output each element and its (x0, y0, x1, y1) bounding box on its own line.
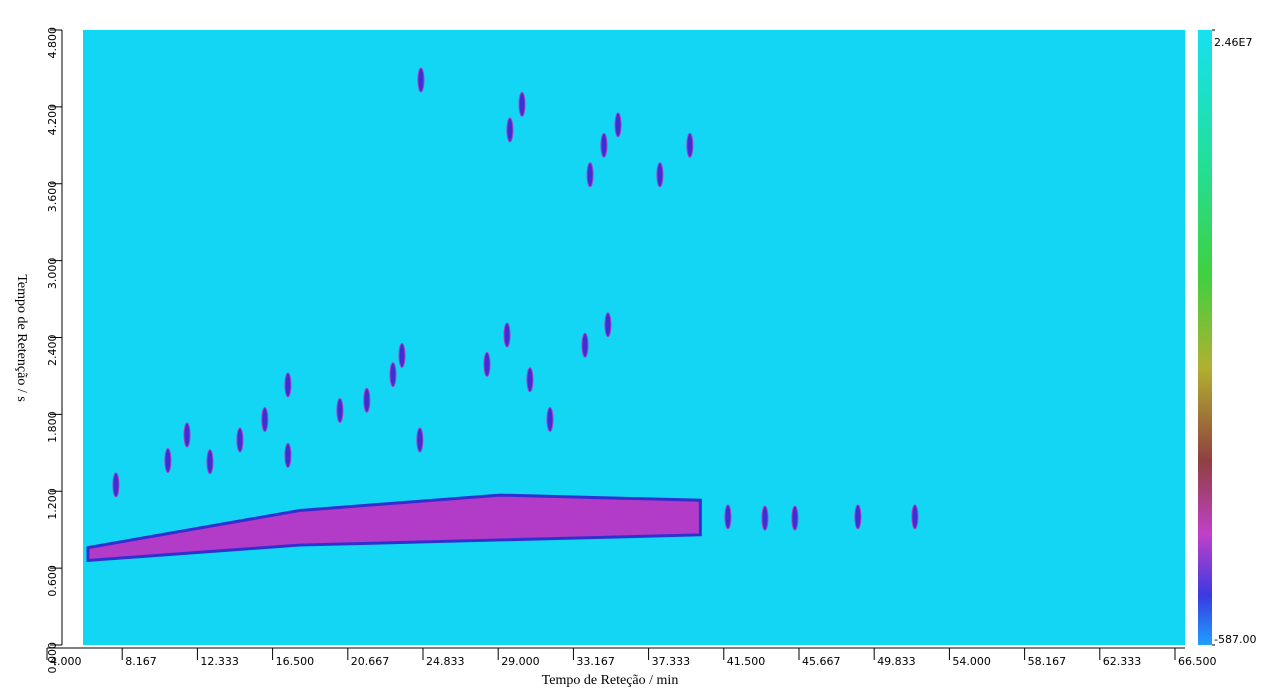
x-tick-label: 33.167 (576, 655, 615, 668)
x-tick-label: 20.667 (351, 655, 390, 668)
peak (586, 162, 594, 188)
peak (911, 504, 919, 530)
peak (614, 112, 622, 138)
peak (398, 342, 406, 368)
colorbar-label: 2.46E7 (1214, 36, 1252, 49)
peak (336, 398, 344, 424)
peak (506, 117, 514, 143)
peak (604, 312, 612, 338)
peak (546, 407, 554, 432)
x-tick-label: 45.667 (802, 655, 841, 668)
peak (483, 351, 491, 377)
x-tick-label: 29.000 (501, 655, 540, 668)
peak (206, 449, 214, 475)
x-tick-label: 58.167 (1028, 655, 1067, 668)
x-tick-label: 4.000 (50, 655, 82, 668)
colorbar (1198, 30, 1212, 645)
peak (518, 91, 526, 117)
peak (686, 132, 694, 158)
peak (183, 422, 191, 448)
y-tick-label: 1.200 (46, 488, 59, 520)
peak (416, 427, 424, 453)
peak (164, 448, 172, 473)
x-axis-title: Tempo de Reteção / min (542, 673, 679, 688)
peak (363, 387, 371, 413)
x-tick-label: 49.833 (877, 655, 916, 668)
peak (791, 505, 799, 531)
x-tick-label: 62.333 (1103, 655, 1142, 668)
peak (854, 504, 862, 530)
y-tick-label: 3.000 (46, 258, 59, 290)
peak (284, 442, 292, 468)
y-axis-title: Tempo de Retenção / s (14, 274, 29, 401)
peak (526, 367, 534, 393)
peak (284, 372, 292, 398)
peak (503, 322, 511, 348)
y-tick-label: 2.400 (46, 335, 59, 367)
peak (417, 67, 425, 93)
x-tick-label: 8.167 (125, 655, 157, 668)
peak (761, 505, 769, 531)
colorbar-label: -587.00 (1214, 633, 1256, 646)
peak (389, 362, 397, 388)
peak (724, 504, 732, 530)
y-tick-label: 0.600 (46, 565, 59, 597)
peak (236, 427, 244, 453)
peak (261, 407, 269, 432)
x-tick-label: 54.000 (952, 655, 991, 668)
x-tick-label: 12.333 (200, 655, 239, 668)
y-tick-label: 4.800 (46, 27, 59, 59)
y-tick-label: 3.600 (46, 181, 59, 213)
peak (600, 132, 608, 158)
peak (581, 332, 589, 358)
plot-area (83, 30, 1185, 645)
elution-band (86, 493, 702, 563)
peak (656, 162, 664, 188)
y-tick-label: 1.800 (46, 411, 59, 443)
x-tick-label: 66.500 (1178, 655, 1217, 668)
x-tick-label: 24.833 (426, 655, 465, 668)
x-tick-label: 16.500 (276, 655, 315, 668)
y-tick-label: 0.000 (46, 642, 59, 674)
x-tick-label: 41.500 (727, 655, 766, 668)
x-tick-label: 37.333 (652, 655, 691, 668)
peak (112, 472, 120, 498)
y-tick-label: 4.200 (46, 104, 59, 136)
